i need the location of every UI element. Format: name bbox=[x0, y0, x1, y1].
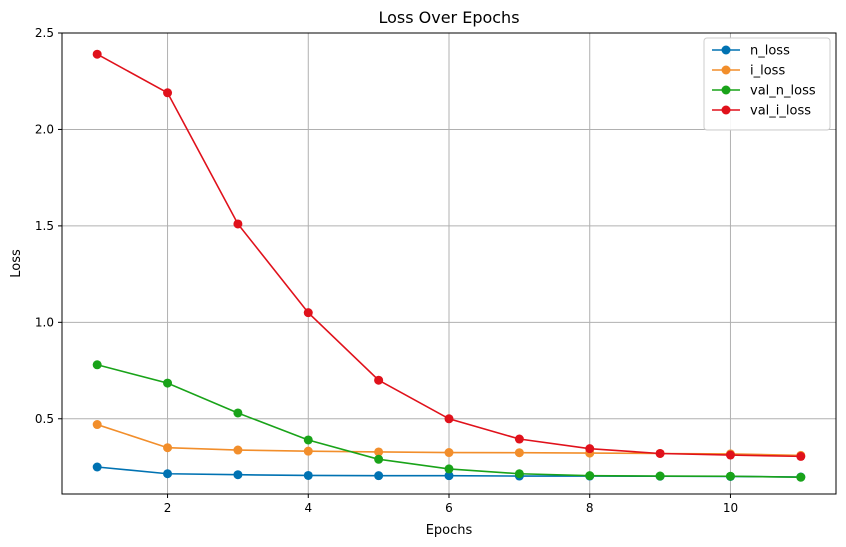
data-point bbox=[796, 451, 806, 461]
data-point bbox=[514, 434, 524, 444]
data-point bbox=[303, 435, 313, 445]
data-point bbox=[92, 420, 102, 430]
y-axis-ticks: 0.5 1.0 1.5 2.0 2.5 bbox=[35, 26, 62, 426]
legend-label: n_loss bbox=[750, 44, 790, 59]
data-point bbox=[444, 448, 454, 458]
legend-item: val_n_loss bbox=[712, 84, 816, 99]
data-point bbox=[725, 450, 735, 460]
legend-box bbox=[703, 37, 831, 131]
x-tick-label: 2 bbox=[164, 501, 172, 515]
data-point bbox=[92, 462, 102, 472]
data-point bbox=[585, 471, 595, 481]
data-point bbox=[444, 471, 454, 481]
data-point bbox=[444, 464, 454, 474]
data-point bbox=[303, 470, 313, 480]
x-tick-label: 6 bbox=[445, 501, 453, 515]
legend-label: val_i_loss bbox=[750, 104, 811, 119]
y-tick-label: 2.5 bbox=[35, 26, 54, 40]
data-point bbox=[796, 472, 806, 482]
legend-item: i_loss bbox=[712, 64, 785, 79]
legend: n_loss i_loss val_n_loss val_i_loss bbox=[703, 37, 831, 131]
data-point bbox=[514, 448, 524, 458]
data-point bbox=[233, 470, 243, 480]
data-point bbox=[163, 88, 173, 98]
y-tick-label: 2.0 bbox=[35, 122, 54, 136]
data-point bbox=[233, 219, 243, 229]
data-point bbox=[655, 471, 665, 481]
y-axis-label: Loss bbox=[9, 249, 24, 278]
data-point bbox=[233, 408, 243, 418]
data-point bbox=[374, 447, 384, 457]
x-tick-label: 8 bbox=[586, 501, 594, 515]
legend-label: val_n_loss bbox=[750, 84, 816, 99]
y-tick-label: 0.5 bbox=[35, 412, 54, 426]
data-point bbox=[374, 454, 384, 464]
data-point bbox=[303, 446, 313, 456]
data-point bbox=[514, 469, 524, 479]
x-tick-label: 10 bbox=[723, 501, 738, 515]
legend-marker bbox=[721, 85, 731, 95]
y-tick-label: 1.5 bbox=[35, 219, 54, 233]
data-point bbox=[725, 471, 735, 481]
data-point bbox=[92, 49, 102, 59]
legend-marker bbox=[721, 45, 731, 55]
data-point bbox=[585, 444, 595, 454]
data-point bbox=[163, 378, 173, 388]
x-axis-label: Epochs bbox=[426, 523, 473, 538]
series-group bbox=[92, 49, 806, 482]
legend-item: n_loss bbox=[712, 44, 790, 59]
series-val-n-loss bbox=[92, 360, 806, 482]
data-point bbox=[92, 360, 102, 370]
chart-title: Loss Over Epochs bbox=[378, 8, 519, 27]
data-point bbox=[444, 414, 454, 424]
legend-label: i_loss bbox=[750, 64, 785, 79]
data-point bbox=[374, 375, 384, 385]
data-point bbox=[163, 443, 173, 453]
legend-marker bbox=[721, 65, 731, 75]
data-point bbox=[233, 445, 243, 455]
data-point bbox=[655, 448, 665, 458]
legend-marker bbox=[721, 105, 731, 115]
x-tick-label: 4 bbox=[304, 501, 312, 515]
data-point bbox=[163, 469, 173, 479]
y-tick-label: 1.0 bbox=[35, 315, 54, 329]
series-val-i-loss bbox=[92, 49, 806, 461]
data-point bbox=[374, 471, 384, 481]
data-point bbox=[303, 308, 313, 318]
x-axis-ticks: 2 4 6 8 10 bbox=[164, 494, 738, 515]
legend-item: val_i_loss bbox=[712, 104, 811, 119]
